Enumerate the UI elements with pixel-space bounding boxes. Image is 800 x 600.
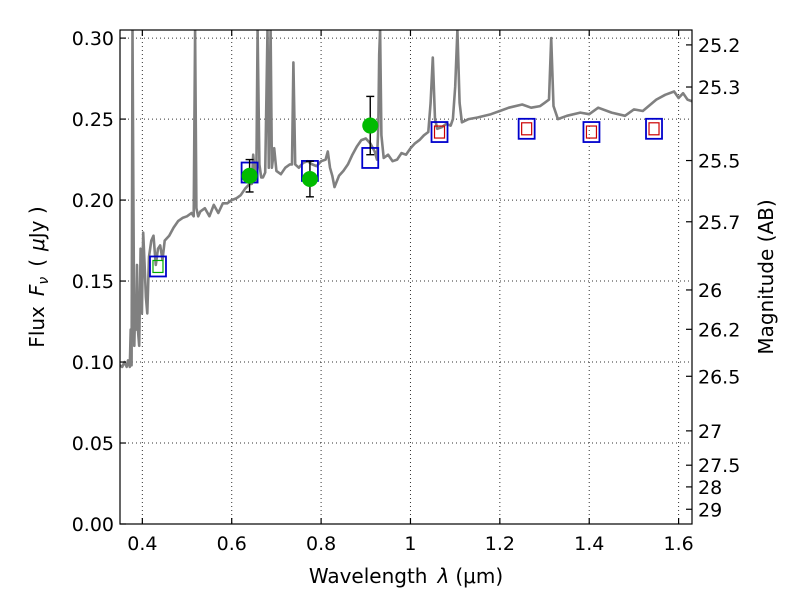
y-tick-label: 0.15 [72,271,114,293]
inner-square-marker [585,125,598,139]
y2-tick-label: 26.5 [698,366,740,388]
y2-tick-label: 25.5 [698,151,740,173]
ticks [120,30,692,525]
x-tick-label: 0.6 [217,533,247,555]
marker-layer [149,95,663,278]
tick-labels: 0.4 0.6 0.8 1 1.2 1.4 1.6 0.00 0.05 0.10 0.15 0.20 0… [72,28,741,555]
y-axis-title: FluxFν(μJy ) [25,206,52,347]
observed-point [241,167,258,184]
spectrum-line [120,30,692,369]
y2-tick-label: 27.5 [698,455,740,477]
model-square-marker [430,121,449,143]
x-tick-label: 1 [404,533,416,555]
x-tick-label: 0.4 [127,533,157,555]
y2-tick-label: 27 [698,421,722,443]
inner-square-marker [433,125,446,139]
observed-point [301,171,318,188]
y2-tick-label: 29 [698,499,722,521]
y2-axis-title: Magnitude (AB) [754,199,778,354]
y2-tick-label: 25.3 [698,77,740,99]
y-tick-label: 0.30 [72,28,114,50]
plot-frame [119,29,693,525]
model-square-marker [149,255,167,278]
x-tick-label: 1.2 [485,533,515,555]
y-tick-label: 0.10 [72,352,114,374]
data-layer [120,30,692,369]
x-tick-label: 0.8 [306,533,336,555]
x-axis-title: Wavelength λ (μm) [309,564,503,588]
model-square-marker [582,121,601,143]
y2-tick-label: 25.2 [698,35,740,57]
model-square-marker [645,117,663,140]
x-tick-label: 1.4 [574,533,604,555]
y-tick-label: 0.25 [72,109,114,131]
y-tick-label: 0.05 [72,433,114,455]
y2-tick-label: 26.2 [698,319,740,341]
inner-square-marker [521,122,533,136]
plot-background [120,30,692,524]
inner-square-marker [648,122,660,136]
y2-tick-label: 25.7 [698,212,740,234]
y-tick-label: 0.00 [72,514,114,536]
y2-tick-label: 26 [698,280,722,302]
observed-point [362,117,379,134]
x-tick-label: 1.6 [663,533,693,555]
y-tick-label: 0.20 [72,190,114,212]
y2-tick-label: 28 [698,477,722,499]
model-square-marker [517,117,536,140]
inner-square-marker [152,259,164,274]
